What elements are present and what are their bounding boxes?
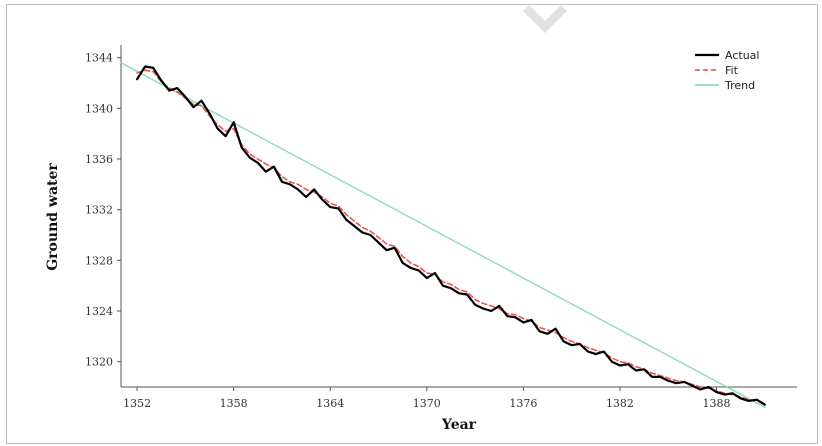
- y-axis-title: Ground water: [45, 163, 61, 271]
- y-ticks: 1320 1324 1328 1332 1336 1340 1344: [85, 52, 121, 369]
- x-tick-label: 1358: [220, 397, 248, 410]
- y-tick-label: 1320: [85, 356, 113, 369]
- y-tick-label: 1332: [85, 204, 113, 217]
- series-line-fit: [136, 69, 766, 405]
- y-tick-label: 1328: [85, 254, 113, 267]
- legend-label-trend: Trend: [724, 79, 755, 92]
- axes: [120, 45, 797, 388]
- legend: Actual Fit Trend: [695, 49, 759, 92]
- x-tick-label: 1382: [606, 397, 634, 410]
- chart-frame: 1320 1324 1328 1332 1336 1340 1344 1352 1358 136…: [6, 4, 818, 444]
- series-layer: [120, 62, 766, 408]
- series-line-actual: [136, 65, 766, 406]
- legend-label-actual: Actual: [725, 49, 759, 62]
- x-tick-label: 1370: [413, 397, 441, 410]
- x-tick-label: 1376: [509, 397, 537, 410]
- y-tick-label: 1336: [85, 153, 113, 166]
- series-line-trend: [120, 62, 766, 408]
- y-tick-label: 1344: [85, 52, 113, 65]
- x-tick-label: 1388: [703, 397, 731, 410]
- x-axis-title: Year: [441, 417, 477, 433]
- x-tick-label: 1352: [123, 397, 151, 410]
- y-tick-label: 1324: [85, 305, 113, 318]
- y-tick-label: 1340: [85, 102, 113, 115]
- watermark-icon: [523, 5, 567, 33]
- x-tick-label: 1364: [316, 397, 344, 410]
- x-ticks: 1352 1358 1364 1370 1376 1382 1388: [123, 387, 731, 410]
- ground-water-line-chart: 1320 1324 1328 1332 1336 1340 1344 1352 1358 136…: [45, 45, 797, 433]
- legend-label-fit: Fit: [725, 64, 739, 77]
